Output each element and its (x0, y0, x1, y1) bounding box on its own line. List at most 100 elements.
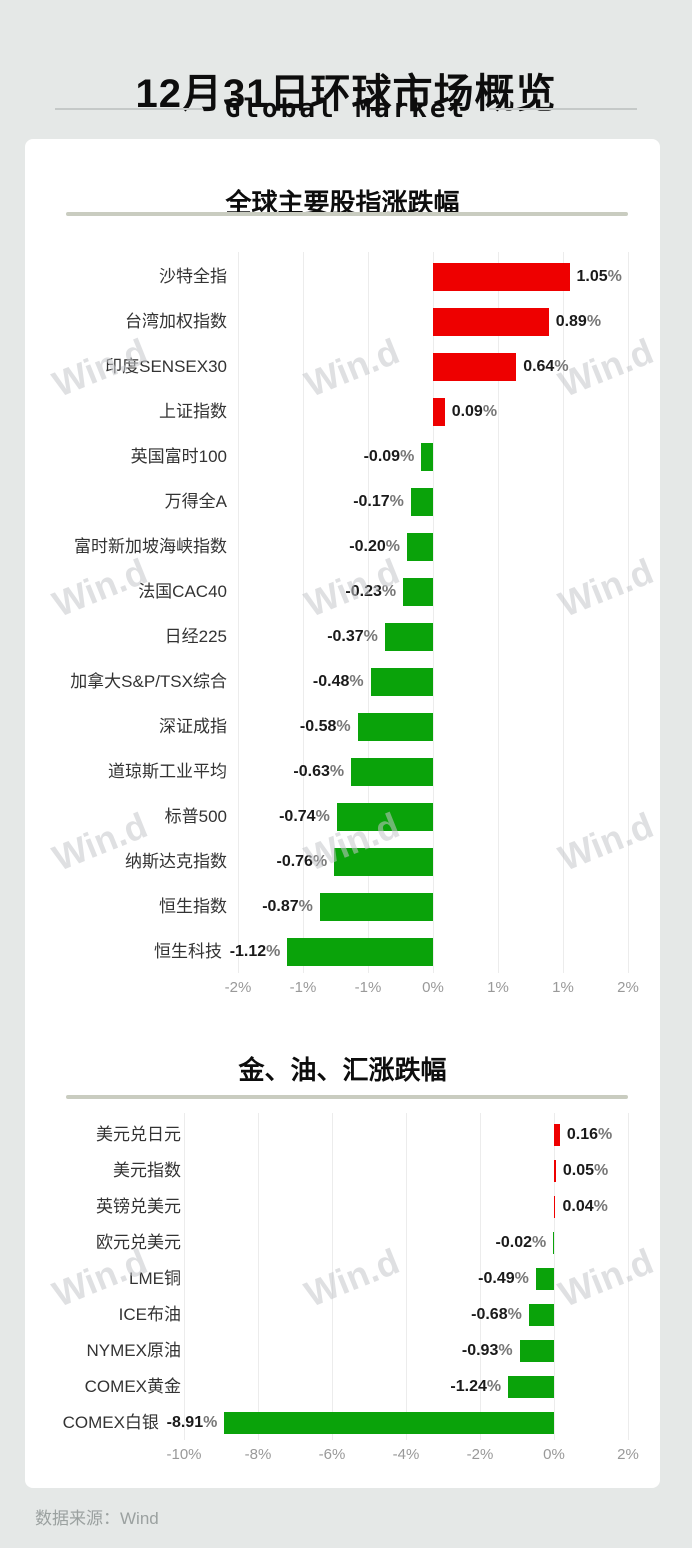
chart-bar (410, 488, 433, 516)
chart-bar (403, 578, 433, 606)
category-label: 纳斯达克指数 (125, 852, 227, 871)
chart-bar (336, 803, 433, 831)
subtitle-rule-left (54, 108, 203, 110)
value-label: -1.24% (450, 1378, 502, 1395)
chart-bar (357, 713, 433, 741)
value-label: -0.37% (327, 628, 378, 645)
chart-bar (433, 353, 517, 381)
value-label: 1.05% (576, 268, 622, 285)
value-label: -0.48% (312, 673, 364, 690)
axis-tick-label: -10% (166, 1446, 202, 1463)
category-label: LME铜 (129, 1269, 181, 1288)
chart-bar (535, 1268, 554, 1290)
chart-bar (370, 668, 433, 696)
category-label: 标普500 (164, 807, 227, 826)
chart-bar (287, 938, 433, 966)
chart-bar (351, 758, 433, 786)
value-label: -8.91% (166, 1414, 218, 1431)
chart-bar (554, 1160, 556, 1182)
category-label: 恒生科技 (154, 942, 222, 961)
value-label: -0.74% (279, 808, 330, 825)
gridline (405, 1113, 407, 1440)
value-label: -0.09% (363, 448, 415, 465)
axis-tick-label: -6% (318, 1446, 346, 1463)
axis-tick-label: 0% (422, 979, 444, 996)
category-label: 道琼斯工业平均 (108, 762, 227, 781)
category-label: 美元指数 (113, 1161, 181, 1180)
axis-tick-label: 1% (487, 979, 509, 996)
chart-bar (554, 1124, 560, 1146)
value-label: -0.17% (353, 493, 404, 510)
category-label: 上证指数 (159, 402, 227, 421)
category-label: 沙特全指 (159, 267, 227, 286)
gridline (553, 1113, 555, 1440)
gridline (237, 252, 239, 973)
axis-tick-label: -1% (289, 979, 317, 996)
category-label: 英镑兑美元 (96, 1197, 181, 1216)
gridline (497, 252, 499, 973)
chart-bar (433, 398, 445, 426)
value-label: 0.05% (562, 1162, 609, 1179)
axis-tick-label: -2% (466, 1446, 494, 1463)
axis-tick-label: 2% (617, 979, 639, 996)
value-label: 0.09% (451, 403, 498, 420)
gridline (257, 1113, 259, 1440)
chart2-divider (66, 1095, 628, 1099)
subtitle-rule-right (489, 108, 638, 110)
value-label: -0.87% (262, 898, 313, 915)
category-label: COMEX白银 (62, 1413, 159, 1432)
chart-bar (421, 443, 433, 471)
axis-tick-label: -4% (392, 1446, 420, 1463)
category-label: 英国富时100 (130, 447, 227, 466)
value-label: 0.04% (562, 1198, 608, 1215)
category-label: COMEX黄金 (84, 1377, 181, 1396)
chart-bar (553, 1232, 554, 1254)
value-label: -0.68% (471, 1306, 522, 1323)
category-label: ICE布油 (118, 1305, 181, 1324)
value-label: -0.76% (276, 853, 328, 870)
axis-tick-label: 0% (543, 1446, 565, 1463)
chart2-plot: -10% -8% -6% -4% -2% 0% 2% 0.16% 美元兑日元 0.05% 美元指数 0… (25, 139, 660, 1488)
chart-bar (407, 533, 433, 561)
axis-tick-label: 1% (552, 979, 574, 996)
chart-bar (224, 1412, 554, 1434)
chart-bar (554, 1196, 556, 1218)
chart1-divider (66, 212, 628, 216)
value-label: -0.49% (478, 1270, 529, 1287)
page-title: 12月31日环球市场概览 (135, 71, 557, 116)
chart-bar (334, 848, 433, 876)
axis-tick-label: -2% (224, 979, 252, 996)
data-source: 数据来源：Wind (35, 1509, 159, 1528)
axis-tick-label: -1% (354, 979, 382, 996)
value-label: 0.16% (566, 1126, 613, 1143)
gridline (627, 1113, 629, 1440)
gridline (183, 1113, 185, 1440)
category-label: 恒生指数 (159, 897, 227, 916)
value-label: -0.23% (345, 583, 397, 600)
category-label: 法国CAC40 (138, 582, 227, 601)
value-label: -0.58% (299, 718, 351, 735)
value-label: -1.12% (229, 943, 281, 960)
subtitle-row: Global Market (0, 94, 692, 124)
chart-bar (433, 263, 570, 291)
value-label: -0.02% (495, 1234, 547, 1251)
value-label: -0.63% (293, 763, 345, 780)
gridline (479, 1113, 481, 1440)
gridline (302, 252, 304, 973)
chart-bar (319, 893, 433, 921)
category-label: 万得全A (164, 492, 227, 511)
gridline (562, 252, 564, 973)
value-label: 0.64% (523, 358, 569, 375)
category-label: 美元兑日元 (96, 1125, 181, 1144)
value-label: 0.89% (555, 313, 602, 330)
axis-tick-label: 2% (617, 1446, 639, 1463)
value-label: -0.93% (461, 1342, 513, 1359)
chart-bar (384, 623, 433, 651)
gridline (432, 252, 434, 973)
report-card: 全球主要股指涨跌幅 -2% -1% -1% 0% 1% 1% 2% 1.05% 沙特全指 0.89… (25, 139, 660, 1488)
category-label: 富时新加坡海峡指数 (74, 537, 227, 556)
gridline (331, 1113, 333, 1440)
category-label: 欧元兑美元 (96, 1233, 181, 1252)
category-label: 日经225 (164, 627, 227, 646)
